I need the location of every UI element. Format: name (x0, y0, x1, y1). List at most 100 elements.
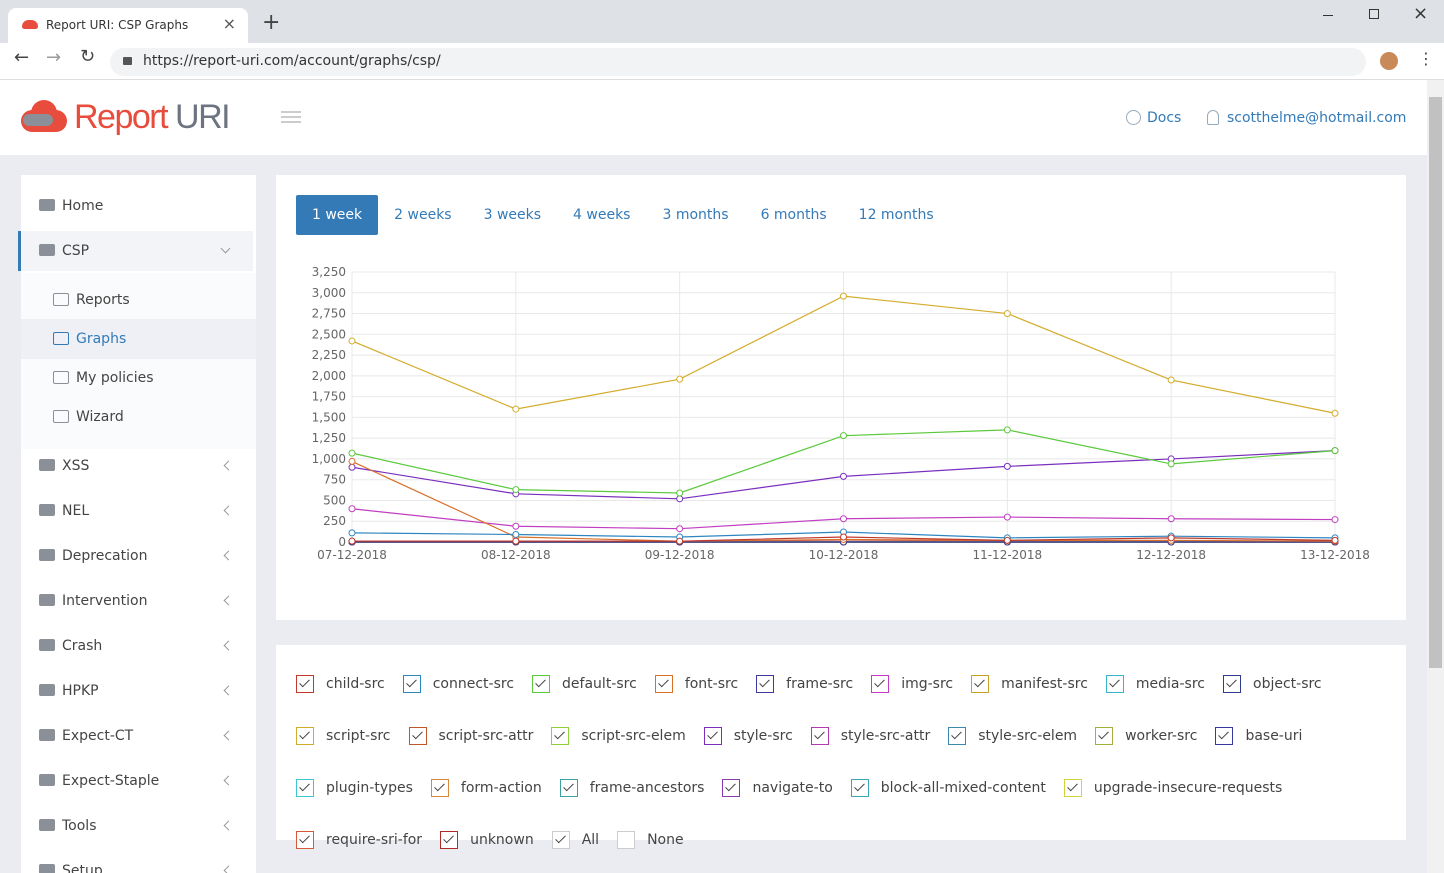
sidebar-item[interactable]: HPKP (21, 671, 256, 711)
menu[interactable]: ⋮ (1418, 49, 1434, 68)
sidebar-item[interactable]: Tools (21, 806, 256, 846)
legend-item[interactable]: plugin-types (296, 779, 413, 797)
checkbox[interactable] (811, 727, 829, 745)
legend-item[interactable]: navigate-to (722, 779, 832, 797)
hamburger[interactable] (281, 111, 301, 123)
close-window[interactable]: × (1413, 3, 1428, 24)
profile[interactable] (1380, 52, 1398, 70)
back[interactable]: ← (14, 47, 29, 68)
range-tab[interactable]: 2 weeks (378, 195, 467, 235)
sidebar-item[interactable]: Wizard (21, 397, 256, 437)
sidebar-item[interactable]: Expect-CT (21, 716, 256, 756)
checkbox[interactable] (296, 675, 314, 693)
reload[interactable]: ↻ (80, 46, 95, 67)
checkbox[interactable] (532, 675, 550, 693)
minimize[interactable] (1323, 15, 1333, 16)
range-tab[interactable]: 1 week (296, 195, 378, 235)
legend-item[interactable]: frame-src (756, 675, 853, 693)
sidebar-item[interactable]: Home (21, 186, 256, 226)
checkbox[interactable] (431, 779, 449, 797)
legend-label: connect-src (433, 676, 514, 692)
sidebar-item[interactable]: CSP (18, 231, 253, 271)
legend-item[interactable]: None (617, 831, 684, 849)
checkbox[interactable] (1223, 675, 1241, 693)
sidebar-item[interactable]: Reports (21, 280, 256, 320)
checkbox[interactable] (617, 831, 635, 849)
maximize[interactable] (1369, 9, 1379, 19)
tab-close[interactable]: × (223, 14, 236, 33)
legend-item[interactable]: style-src-attr (811, 727, 930, 745)
check-mark (707, 729, 718, 740)
sidebar-item[interactable]: Setup (21, 851, 256, 873)
checkbox[interactable] (851, 779, 869, 797)
legend-item[interactable]: upgrade-insecure-requests (1064, 779, 1282, 797)
checkbox[interactable] (296, 779, 314, 797)
checkbox[interactable] (296, 727, 314, 745)
legend-item[interactable]: All (552, 831, 599, 849)
range-tab[interactable]: 6 months (745, 195, 843, 235)
checkbox[interactable] (655, 675, 673, 693)
legend-item[interactable]: script-src-attr (409, 727, 534, 745)
checkbox[interactable] (560, 779, 578, 797)
sidebar-item[interactable]: Expect-Staple (21, 761, 256, 801)
legend-item[interactable]: object-src (1223, 675, 1322, 693)
check-mark (406, 677, 417, 688)
checkbox[interactable] (971, 675, 989, 693)
check-mark (1067, 781, 1078, 792)
legend-item[interactable]: child-src (296, 675, 385, 693)
legend-item[interactable]: font-src (655, 675, 738, 693)
sidebar-item[interactable]: NEL (21, 491, 256, 531)
range-tab[interactable]: 3 weeks (468, 195, 557, 235)
checkbox[interactable] (403, 675, 421, 693)
sidebar-item[interactable]: My policies (21, 358, 256, 398)
sidebar-item[interactable]: Intervention (21, 581, 256, 621)
checkbox[interactable] (409, 727, 427, 745)
legend-item[interactable]: block-all-mixed-content (851, 779, 1046, 797)
checkbox[interactable] (948, 727, 966, 745)
legend-item[interactable]: script-src-elem (551, 727, 685, 745)
checkbox[interactable] (871, 675, 889, 693)
account-link[interactable]: scotthelme@hotmail.com (1227, 110, 1406, 126)
checkbox[interactable] (440, 831, 458, 849)
legend-item[interactable]: form-action (431, 779, 542, 797)
checkbox[interactable] (704, 727, 722, 745)
checkbox[interactable] (756, 675, 774, 693)
legend-item[interactable]: media-src (1106, 675, 1205, 693)
tab[interactable]: Report URI: CSP Graphs × (8, 8, 248, 43)
docs-link[interactable]: Docs (1147, 110, 1181, 126)
legend-item[interactable]: img-src (871, 675, 953, 693)
legend-item[interactable]: default-src (532, 675, 637, 693)
sidebar-item[interactable]: Graphs (21, 319, 256, 359)
new-tab[interactable]: + (262, 10, 280, 35)
point (841, 534, 847, 540)
sidebar-item[interactable]: XSS (21, 446, 256, 486)
legend-item[interactable]: script-src (296, 727, 391, 745)
checkbox[interactable] (296, 831, 314, 849)
checkbox[interactable] (1095, 727, 1113, 745)
forward[interactable]: → (46, 47, 61, 68)
checkbox[interactable] (1215, 727, 1233, 745)
address-bar[interactable]: https://report-uri.com/account/graphs/cs… (110, 48, 1366, 76)
sidebar-item[interactable]: Crash (21, 626, 256, 666)
checkbox[interactable] (722, 779, 740, 797)
legend-item[interactable]: manifest-src (971, 675, 1088, 693)
legend-item[interactable]: unknown (440, 831, 534, 849)
logo[interactable]: Report URI (74, 98, 229, 137)
legend-item[interactable]: frame-ancestors (560, 779, 705, 797)
legend-item[interactable]: style-src (704, 727, 793, 745)
legend-item[interactable]: connect-src (403, 675, 514, 693)
checkbox[interactable] (551, 727, 569, 745)
legend-item[interactable]: worker-src (1095, 727, 1197, 745)
scrollbar[interactable] (1427, 80, 1444, 873)
range-tab[interactable]: 12 months (843, 195, 950, 235)
legend-item[interactable]: style-src-elem (948, 727, 1077, 745)
legend-item[interactable]: require-sri-for (296, 831, 422, 849)
range-tab[interactable]: 3 months (646, 195, 744, 235)
sidebar-item[interactable]: Deprecation (21, 536, 256, 576)
checkbox[interactable] (1064, 779, 1082, 797)
legend-item[interactable]: base-uri (1215, 727, 1302, 745)
scroll-thumb[interactable] (1429, 97, 1442, 668)
range-tab[interactable]: 4 weeks (557, 195, 646, 235)
checkbox[interactable] (1106, 675, 1124, 693)
checkbox[interactable] (552, 831, 570, 849)
